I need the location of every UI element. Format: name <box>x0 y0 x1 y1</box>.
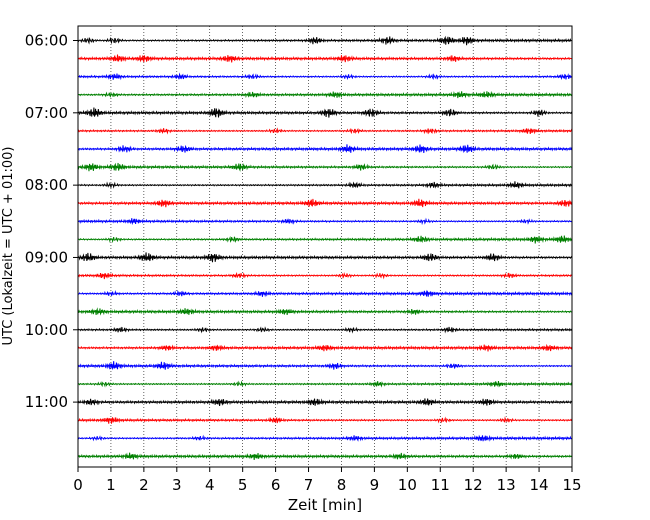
x-tick-label: 4 <box>205 476 215 494</box>
y-tick-label: 09:00 <box>25 248 68 266</box>
x-tick-label: 13 <box>497 476 516 494</box>
x-axis-ticks: 0 1 2 3 4 5 6 7 8 9 10 11 12 13 14 15 <box>73 467 582 494</box>
x-tick-label: 2 <box>139 476 149 494</box>
y-tick-label: 06:00 <box>25 32 68 50</box>
x-tick-label: 9 <box>370 476 380 494</box>
trace-0615 <box>77 54 573 63</box>
x-tick-label: 12 <box>464 476 483 494</box>
trace-0715 <box>77 127 573 135</box>
y-tick-label: 10:00 <box>25 321 68 339</box>
x-tick-label: 11 <box>431 476 450 494</box>
x-tick-label: 3 <box>172 476 182 494</box>
trace-0900 <box>77 252 573 263</box>
trace-0800 <box>77 181 573 189</box>
seismic-traces <box>77 35 573 461</box>
y-axis-label: UTC (Lokalzeit = UTC + 01:00) <box>1 147 16 346</box>
x-tick-label: 8 <box>337 476 347 494</box>
x-tick-label: 15 <box>562 476 581 494</box>
trace-0730 <box>77 144 573 154</box>
trace-0845 <box>77 235 573 244</box>
trace-1000 <box>77 326 573 334</box>
x-tick-label: 6 <box>271 476 281 494</box>
trace-1145 <box>77 452 573 461</box>
x-tick-label: 14 <box>530 476 549 494</box>
trace-0745 <box>77 162 573 172</box>
trace-0645 <box>77 90 573 99</box>
x-tick-label: 7 <box>304 476 314 494</box>
x-tick-label: 10 <box>398 476 417 494</box>
trace-0815 <box>77 198 573 208</box>
trace-1130 <box>77 434 573 442</box>
trace-1100 <box>77 398 573 407</box>
y-tick-label: 11:00 <box>25 393 68 411</box>
x-tick-label: 1 <box>106 476 116 494</box>
y-tick-label: 07:00 <box>25 104 68 122</box>
trace-0600 <box>77 35 573 46</box>
trace-1015 <box>77 343 573 352</box>
trace-0930 <box>77 289 573 298</box>
trace-0915 <box>77 271 573 280</box>
x-tick-label: 5 <box>238 476 248 494</box>
trace-1045 <box>77 380 573 388</box>
trace-0945 <box>77 307 573 316</box>
trace-0630 <box>77 72 573 81</box>
trace-0700 <box>77 107 573 118</box>
x-axis-label: Zeit [min] <box>288 496 362 514</box>
plot-area-background <box>78 26 572 467</box>
x-tick-label: 0 <box>73 476 83 494</box>
plot-frame <box>77 25 573 468</box>
trace-0830 <box>77 217 573 226</box>
y-tick-label: 08:00 <box>25 176 68 194</box>
trace-1030 <box>77 361 573 371</box>
trace-1115 <box>77 416 573 424</box>
y-axis-ticks: 06:00 07:00 08:00 09:00 10:00 11:00 <box>25 32 78 411</box>
